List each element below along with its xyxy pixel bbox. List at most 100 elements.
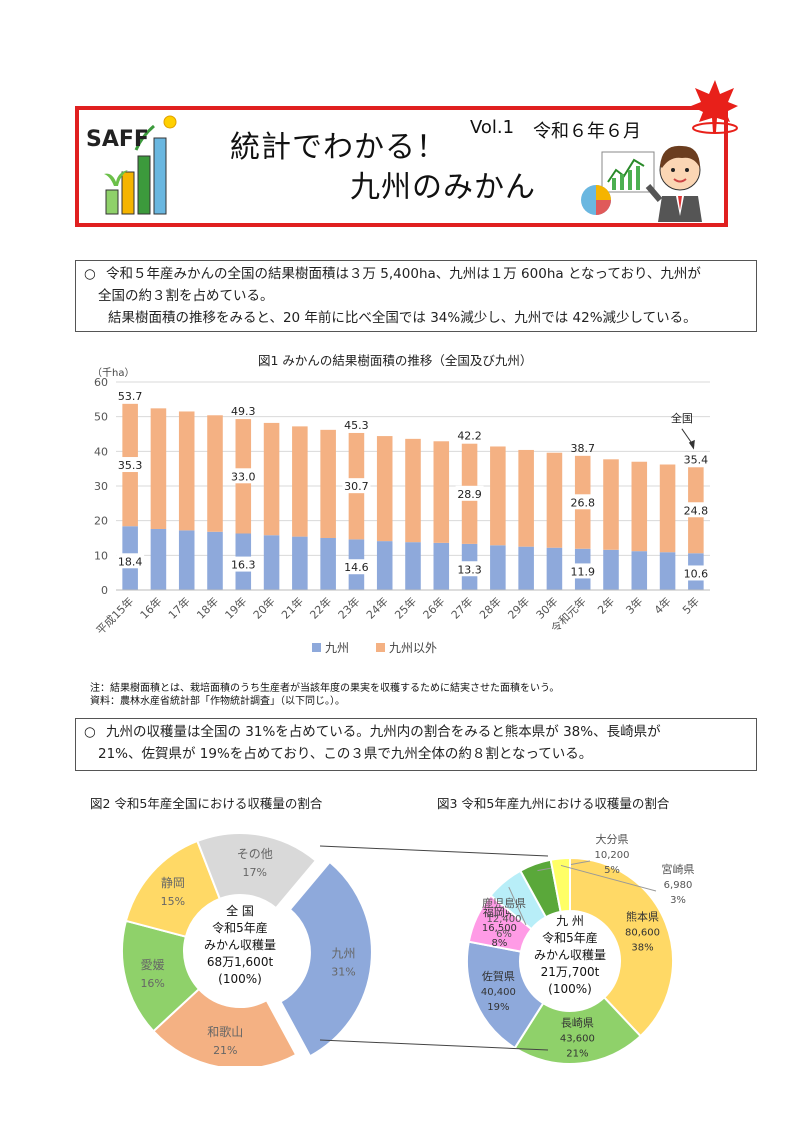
y-tick-label: 50 xyxy=(94,411,108,424)
slice-name: 佐賀県 xyxy=(482,969,515,983)
x-tick-label: 18年 xyxy=(194,594,222,622)
label-bg xyxy=(681,565,710,581)
slice-pct: 16% xyxy=(140,977,164,990)
donut-center-text: 68万1,600t xyxy=(207,955,274,969)
donut-center-text: 令和5年産 xyxy=(212,920,268,935)
kyushu-value-label: 14.6 xyxy=(344,561,369,574)
kyushu-value-label: 18.4 xyxy=(118,555,142,568)
bar-other xyxy=(518,449,534,547)
other-value-label: 30.7 xyxy=(344,480,369,493)
issue-date: 令和６年６月 xyxy=(533,121,641,142)
slice-amount: 12,400 xyxy=(487,914,522,925)
slice-name: 大分県 xyxy=(596,832,629,846)
total-label: 38.7 xyxy=(570,442,595,455)
total-label: 49.3 xyxy=(231,405,256,418)
slice-pct: 31% xyxy=(331,966,355,979)
x-tick-label: 24年 xyxy=(363,594,391,622)
label-bg xyxy=(229,556,258,572)
bar-other xyxy=(150,408,167,529)
bar-kyushu xyxy=(603,549,619,590)
donut-center-text: 全 国 xyxy=(226,903,254,918)
bar-kyushu xyxy=(207,531,223,590)
slice-name: 九州 xyxy=(331,947,355,961)
slice-pct: 19% xyxy=(487,1002,509,1013)
fig1-unit: （千ha） xyxy=(92,368,135,379)
y-tick-label: 30 xyxy=(94,480,108,493)
x-tick-label: 27年 xyxy=(448,594,476,622)
bar-kyushu xyxy=(405,542,421,590)
bar-other xyxy=(603,459,619,550)
fig3-title: 図3 令和5年産九州における収穫量の割合 xyxy=(437,796,670,811)
x-tick-label: 17年 xyxy=(165,594,193,622)
summary-box-harvest: ○ 九州の収穫量は全国の 31%を占めている。九州内の割合をみると熊本県が 38%… xyxy=(75,718,757,771)
logo-text: SAFF xyxy=(86,127,149,152)
bar-other xyxy=(207,415,223,532)
bar-kyushu xyxy=(518,546,534,590)
bar-kyushu xyxy=(292,536,308,590)
note-source: 資料：農林水産省統計部「作物統計調査」（以下同じ。）。 xyxy=(90,696,345,707)
donut-center-text: みかん収穫量 xyxy=(534,948,606,962)
kyushu-value-label: 10.6 xyxy=(684,567,709,580)
summary-line2: 全国の約３割を占めている。 xyxy=(98,288,274,304)
slice-name: 愛媛 xyxy=(141,958,165,972)
other-value-label: 24.8 xyxy=(684,504,709,517)
donut-center-text: 九 州 xyxy=(556,914,584,928)
slice-amount: 10,200 xyxy=(595,850,630,861)
total-label: 45.3 xyxy=(344,419,369,432)
x-tick-label: 29年 xyxy=(505,594,533,622)
donut-center-text: (100%) xyxy=(218,972,262,986)
other-value-label: 33.0 xyxy=(231,470,256,483)
legend-label: 九州以外 xyxy=(389,641,437,655)
slice-name: その他 xyxy=(237,847,273,861)
y-tick-label: 40 xyxy=(94,445,108,458)
summary-box-area: ○ 令和５年産みかんの全国の結果樹面積は３万 5,400ha、九州は１万 600h… xyxy=(75,260,757,332)
title-line2: 九州のみかん xyxy=(350,170,536,205)
maple-leaf-icon xyxy=(690,78,740,134)
donut-center-text: みかん収穫量 xyxy=(204,938,276,952)
x-tick-label: 16年 xyxy=(137,594,165,622)
x-tick-label: 20年 xyxy=(250,594,278,622)
x-tick-label: 5年 xyxy=(679,594,702,617)
donut-center-text: (100%) xyxy=(548,982,592,996)
bar-other xyxy=(292,426,308,537)
fig2-title: 図2 令和5年産全国における収穫量の割合 xyxy=(90,796,323,811)
slice-pct: 21% xyxy=(566,1049,588,1060)
fig1-title: 図1 みかんの結果樹面積の推移（全国及び九州） xyxy=(258,353,533,368)
bar-kyushu xyxy=(631,551,648,590)
label-bg xyxy=(342,559,371,575)
harvest-line1: 九州の収穫量は全国の 31%を占めている。九州内の割合をみると熊本県が 38%、… xyxy=(106,724,661,740)
slice-pct: 5% xyxy=(604,865,620,876)
connector-line xyxy=(319,845,549,857)
kyushu-value-label: 13.3 xyxy=(457,563,482,576)
total-label: 42.2 xyxy=(457,430,482,443)
label-bg xyxy=(455,485,484,501)
x-tick-label: 4年 xyxy=(651,594,674,617)
x-tick-label: 19年 xyxy=(222,594,250,622)
saff-logo: SAFF xyxy=(84,112,184,216)
x-tick-label: 23年 xyxy=(335,594,363,622)
bar-kyushu xyxy=(490,545,506,590)
bullet: ○ xyxy=(84,266,96,282)
slice-name: 静岡 xyxy=(161,876,185,890)
slice-name: 和歌山 xyxy=(207,1024,243,1039)
x-tick-label: 平成15年 xyxy=(93,594,136,637)
summary-line1: 令和５年産みかんの全国の結果樹面積は３万 5,400ha、九州は１万 600ha… xyxy=(106,266,701,282)
bar-other xyxy=(376,436,393,542)
slice-amount: 16,500 xyxy=(482,923,517,934)
slice-amount: 43,600 xyxy=(560,1034,595,1045)
harvest-line2: 21%、佐賀県が 19%を占めており、この３県で九州全体の約８割となっている。 xyxy=(98,746,593,762)
total-label: 35.4 xyxy=(684,453,709,466)
leader-line xyxy=(508,886,527,926)
label-bg xyxy=(568,563,597,579)
x-tick-label: 21年 xyxy=(278,594,306,622)
slice-pct: 21% xyxy=(213,1044,237,1057)
presenter-illustration xyxy=(578,130,718,222)
slice-name: 熊本県 xyxy=(626,909,659,923)
slice-amount: 6,980 xyxy=(664,880,693,891)
slice-pct: 6% xyxy=(496,929,512,940)
chart-notes: 注：結果樹面積とは、栽培面積のうち生産者が当該年度の果実を収穫するために結実させ… xyxy=(90,682,559,708)
bar-kyushu xyxy=(178,530,195,590)
label-bg xyxy=(116,553,145,569)
bar-kyushu xyxy=(320,538,336,590)
donut-slice xyxy=(279,860,373,1058)
